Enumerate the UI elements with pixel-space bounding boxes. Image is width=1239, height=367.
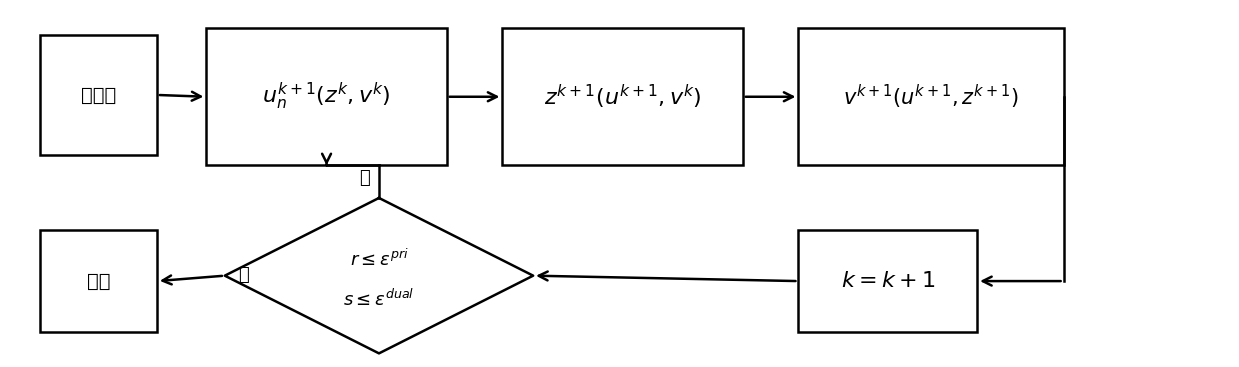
Text: $v^{k+1}(u^{k+1}, z^{k+1})$: $v^{k+1}(u^{k+1}, z^{k+1})$ [844, 83, 1018, 111]
FancyBboxPatch shape [207, 28, 447, 166]
Text: $s \leq \epsilon^{dual}$: $s \leq \epsilon^{dual}$ [343, 288, 415, 310]
FancyBboxPatch shape [502, 28, 743, 166]
Text: $k = k+1$: $k = k+1$ [840, 271, 935, 291]
Text: 否: 否 [359, 169, 369, 187]
Text: $z^{k+1}(u^{k+1}, v^k)$: $z^{k+1}(u^{k+1}, v^k)$ [544, 83, 701, 111]
Text: 初始化: 初始化 [81, 86, 116, 105]
FancyBboxPatch shape [40, 35, 157, 155]
FancyBboxPatch shape [798, 28, 1063, 166]
Text: 输出: 输出 [87, 272, 110, 291]
Text: $r \leq \epsilon^{pri}$: $r \leq \epsilon^{pri}$ [349, 249, 409, 270]
Text: 是: 是 [238, 266, 249, 284]
FancyBboxPatch shape [798, 230, 978, 332]
Text: $u_n^{k+1}(z^k, v^k)$: $u_n^{k+1}(z^k, v^k)$ [263, 81, 390, 112]
FancyBboxPatch shape [40, 230, 157, 332]
